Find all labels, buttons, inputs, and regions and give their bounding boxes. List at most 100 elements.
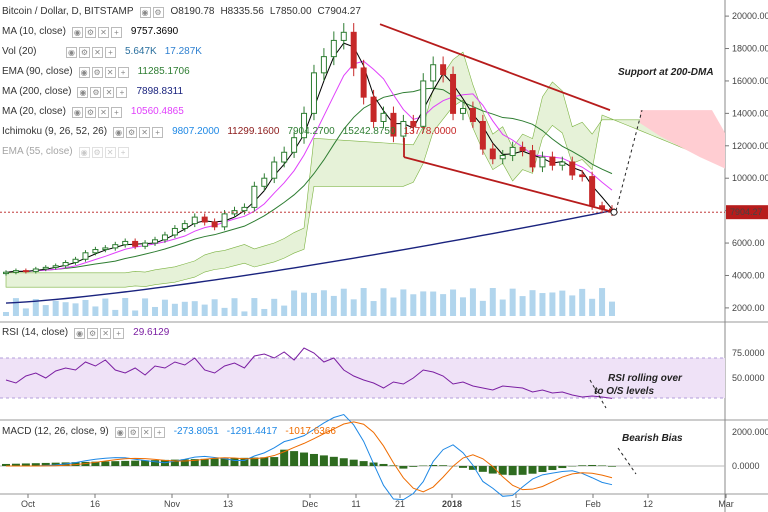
indicator-controls[interactable]: ◉ ⚙ ✕ + — [114, 426, 166, 438]
indicator-row[interactable]: MA (20, close) ◉ ⚙ ✕ +10560.4865 — [0, 102, 456, 122]
plus-icon[interactable]: + — [110, 106, 122, 118]
candle-body — [539, 156, 546, 168]
settings-icon[interactable]: ⚙ — [91, 146, 103, 158]
plus-icon[interactable]: + — [117, 146, 129, 158]
macd-histogram-bar — [498, 466, 507, 475]
settings-icon[interactable]: ⚙ — [87, 327, 99, 339]
settings-icon[interactable]: ⚙ — [90, 86, 102, 98]
macd-histogram-bar — [210, 458, 219, 466]
candle-body — [32, 268, 39, 272]
close-icon[interactable]: ✕ — [104, 66, 116, 78]
indicator-controls[interactable]: ◉ ⚙ ✕ + — [77, 86, 128, 98]
price-tick-label: 12000.00 — [732, 141, 768, 151]
volume-bar — [221, 307, 228, 316]
eye-icon[interactable]: ◉ — [74, 327, 86, 339]
macd-legend-row[interactable]: MACD (12, 26, close, 9) ◉ ⚙ ✕ + -273.8051 -129… — [0, 422, 336, 442]
eye-icon[interactable]: ◉ — [71, 106, 83, 118]
candle-body — [469, 108, 476, 122]
close-icon[interactable]: ✕ — [103, 86, 115, 98]
candle-body — [459, 108, 466, 114]
indicator-controls[interactable]: ◉ ⚙ ✕ + — [66, 46, 117, 58]
plus-icon[interactable]: + — [117, 66, 129, 78]
volume-bar — [599, 288, 606, 316]
volume-bar — [281, 305, 288, 316]
macd-histogram-bar — [71, 462, 80, 466]
close-icon[interactable]: ✕ — [97, 26, 109, 38]
close-icon[interactable]: ✕ — [100, 327, 112, 339]
macd-histogram-bar — [51, 462, 60, 466]
eye-icon[interactable]: ◉ — [78, 146, 90, 158]
indicator-row[interactable]: Ichimoku (9, 26, 52, 26) ◉ ⚙ ✕ +9807.2000 112… — [0, 122, 456, 142]
close-icon[interactable]: ✕ — [139, 126, 151, 138]
eye-icon[interactable]: ◉ — [77, 86, 89, 98]
macd-histogram-bar — [329, 456, 338, 466]
indicator-controls[interactable]: ◉ ⚙ ✕ + — [71, 106, 123, 118]
volume-bar — [410, 294, 417, 316]
volume-bar — [499, 299, 506, 316]
close-icon[interactable]: ✕ — [140, 426, 152, 438]
candle-body — [152, 239, 159, 244]
macd-histogram-bar — [548, 466, 557, 471]
close-icon[interactable]: ✕ — [97, 106, 109, 118]
close-icon[interactable]: ✕ — [104, 146, 116, 158]
indicator-row[interactable]: MA (200, close) ◉ ⚙ ✕ +7898.8311 — [0, 82, 456, 102]
candle-body — [450, 73, 457, 114]
price-tick-label: 4000.00 — [732, 270, 765, 280]
plus-icon[interactable]: + — [116, 86, 128, 98]
settings-icon[interactable]: ⚙ — [79, 46, 90, 58]
volume-bar — [370, 301, 377, 316]
settings-icon[interactable]: ⚙ — [127, 426, 139, 438]
settings-icon[interactable]: ⚙ — [152, 6, 164, 18]
macd-histogram-bar — [528, 466, 537, 474]
plus-icon[interactable]: + — [113, 327, 125, 339]
plus-icon[interactable]: + — [152, 126, 164, 138]
volume-bar — [430, 291, 437, 316]
macd-histogram-bar — [608, 466, 616, 467]
candle-body — [330, 39, 337, 58]
indicator-controls[interactable]: ◉ ⚙ ✕ + — [74, 327, 125, 339]
volume-bar — [609, 301, 615, 316]
symbol-row[interactable]: Bitcoin / Dollar, D, BITSTAMP ◉ ⚙ O8190.7… — [0, 2, 456, 22]
eye-icon[interactable]: ◉ — [113, 126, 125, 138]
rsi-line — [5, 347, 613, 399]
volume-bar — [42, 305, 49, 316]
indicator-controls[interactable]: ◉ ⚙ ✕ + — [113, 126, 164, 138]
eye-icon[interactable]: ◉ — [78, 66, 90, 78]
close-icon[interactable]: ✕ — [92, 46, 103, 58]
indicator-row[interactable]: EMA (55, close) ◉ ⚙ ✕ + — [0, 142, 456, 162]
indicator-label: MA (20, close) — [2, 106, 66, 117]
eye-icon[interactable]: ◉ — [139, 6, 151, 18]
indicator-label: MA (10, close) — [2, 26, 66, 37]
settings-icon[interactable]: ⚙ — [84, 106, 96, 118]
eye-icon[interactable]: ◉ — [114, 426, 126, 438]
plus-icon[interactable]: + — [105, 46, 116, 58]
indicator-controls[interactable]: ◉ ⚙ ✕ + — [78, 146, 130, 158]
time-tick-label: 12 — [643, 499, 653, 509]
settings-icon[interactable]: ⚙ — [84, 26, 96, 38]
plus-icon[interactable]: + — [153, 426, 165, 438]
plus-icon[interactable]: + — [110, 26, 122, 38]
settings-icon[interactable]: ⚙ — [126, 126, 138, 138]
rsi-legend-row[interactable]: RSI (14, close) ◉ ⚙ ✕ +29.6129 — [0, 323, 169, 343]
eye-icon[interactable]: ◉ — [66, 46, 77, 58]
indicator-controls[interactable]: ◉ ⚙ ✕ + — [78, 66, 130, 78]
rsi-legend[interactable]: RSI (14, close) ◉ ⚙ ✕ +29.6129 — [0, 323, 169, 343]
macd-histogram-bar — [389, 465, 398, 466]
indicator-value: 13778.0000 — [403, 126, 457, 137]
indicator-controls[interactable]: ◉ ⚙ ✕ + — [71, 26, 123, 38]
ma20-line — [5, 60, 613, 273]
candle-body — [489, 148, 496, 160]
indicator-row[interactable]: EMA (90, close) ◉ ⚙ ✕ +11285.1706 — [0, 62, 456, 82]
rsi-annotation-line1: RSI rolling over — [608, 373, 683, 384]
candle-body — [211, 221, 218, 228]
indicator-row[interactable]: MA (10, close) ◉ ⚙ ✕ +9757.3690 — [0, 22, 456, 42]
indicator-row[interactable]: Vol (20) ◉ ⚙ ✕ +5.647K 17.287K — [0, 42, 456, 62]
eye-icon[interactable]: ◉ — [71, 26, 83, 38]
legend-controls[interactable]: ◉ ⚙ — [139, 6, 165, 18]
volume-bar — [380, 288, 387, 316]
price-tick-label: 14000.00 — [732, 108, 768, 118]
macd-legend[interactable]: MACD (12, 26, close, 9) ◉ ⚙ ✕ + -273.8051 -129… — [0, 422, 336, 442]
settings-icon[interactable]: ⚙ — [91, 66, 103, 78]
macd-histogram-bar — [478, 466, 487, 472]
close-value: C7904.27 — [317, 6, 361, 17]
